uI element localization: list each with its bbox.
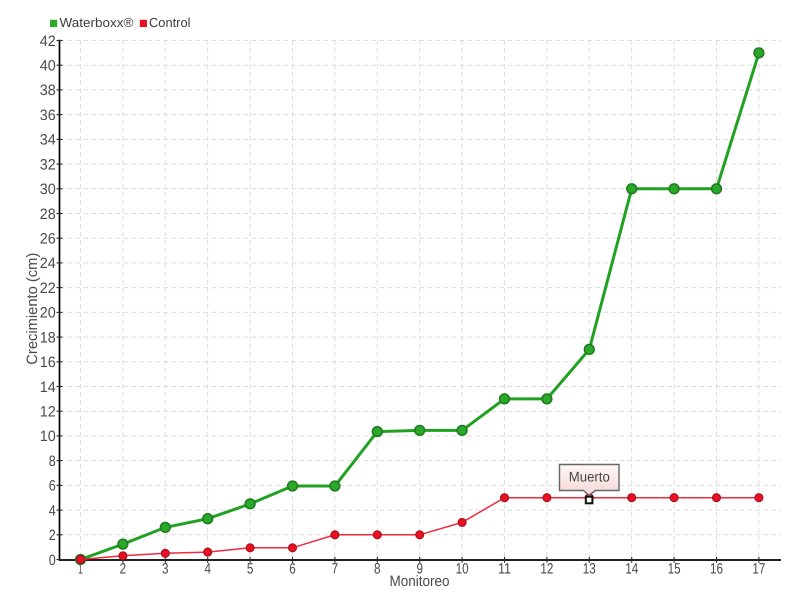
svg-text:10: 10: [456, 561, 469, 578]
svg-text:2: 2: [49, 527, 56, 544]
svg-text:7: 7: [332, 561, 339, 578]
svg-text:Control: Control: [149, 15, 191, 30]
svg-text:32: 32: [40, 156, 56, 173]
svg-text:13: 13: [583, 561, 596, 578]
svg-text:4: 4: [204, 561, 211, 578]
svg-text:20: 20: [40, 305, 56, 322]
svg-text:40: 40: [40, 58, 56, 75]
svg-text:38: 38: [40, 82, 56, 99]
svg-text:14: 14: [40, 379, 56, 396]
svg-text:30: 30: [40, 181, 56, 198]
svg-text:0: 0: [49, 552, 56, 569]
svg-text:14: 14: [625, 561, 638, 578]
svg-text:Muerto: Muerto: [569, 469, 610, 485]
svg-text:Crecimiento (cm): Crecimiento (cm): [24, 253, 41, 365]
svg-text:36: 36: [40, 107, 56, 124]
svg-text:Monitoreo: Monitoreo: [390, 573, 450, 590]
svg-text:11: 11: [498, 561, 511, 578]
svg-text:12: 12: [540, 561, 553, 578]
svg-text:1: 1: [78, 561, 83, 578]
svg-text:15: 15: [668, 561, 681, 578]
svg-text:8: 8: [49, 453, 56, 470]
svg-text:9: 9: [416, 561, 423, 578]
svg-text:17: 17: [752, 561, 765, 578]
svg-text:28: 28: [40, 206, 56, 223]
svg-text:26: 26: [40, 231, 56, 248]
svg-text:12: 12: [40, 404, 56, 421]
svg-text:34: 34: [40, 132, 56, 149]
svg-text:8: 8: [374, 561, 381, 578]
svg-text:16: 16: [710, 561, 723, 578]
svg-text:3: 3: [162, 561, 169, 578]
svg-text:6: 6: [49, 478, 56, 495]
svg-text:22: 22: [40, 280, 56, 297]
svg-text:Waterboxx®: Waterboxx®: [60, 15, 134, 30]
svg-text:24: 24: [40, 255, 56, 272]
svg-text:16: 16: [40, 354, 56, 371]
svg-text:18: 18: [40, 329, 56, 346]
svg-text:42: 42: [40, 33, 56, 50]
svg-text:6: 6: [289, 561, 296, 578]
svg-text:5: 5: [247, 561, 254, 578]
svg-text:10: 10: [40, 428, 56, 445]
svg-text:2: 2: [120, 561, 127, 578]
svg-text:4: 4: [49, 502, 56, 519]
